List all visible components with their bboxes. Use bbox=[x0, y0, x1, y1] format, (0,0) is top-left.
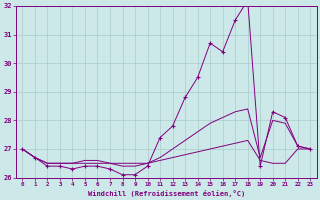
X-axis label: Windchill (Refroidissement éolien,°C): Windchill (Refroidissement éolien,°C) bbox=[88, 190, 245, 197]
